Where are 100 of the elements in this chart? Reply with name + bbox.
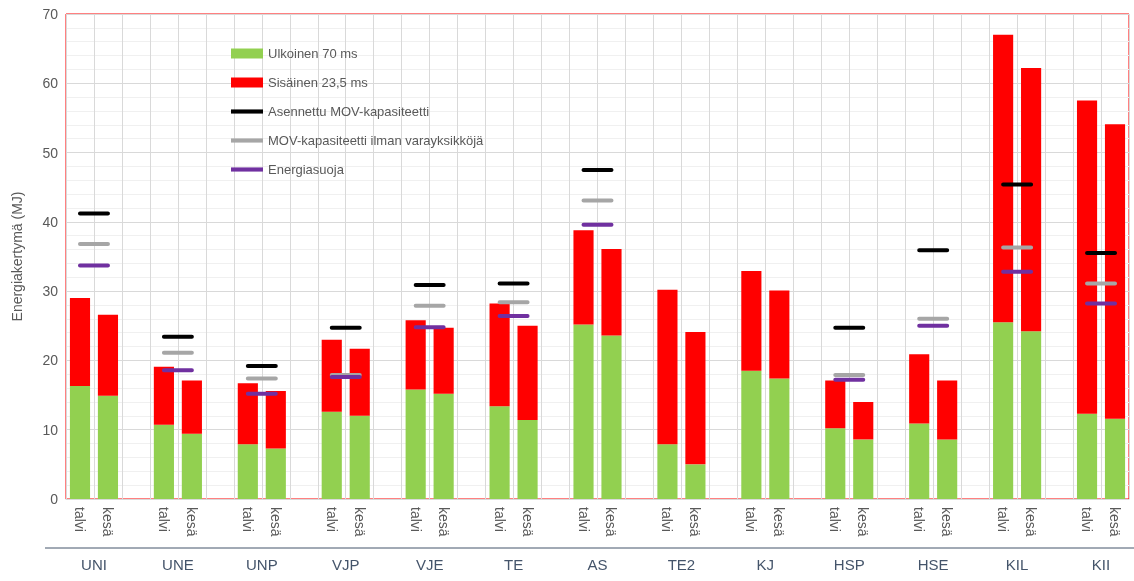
y-tick-label: 60 (42, 75, 59, 92)
bar (489, 303, 510, 407)
x-tick-label: kesä (1107, 507, 1124, 537)
bar (853, 439, 874, 499)
x-tick-label: talvi (323, 507, 340, 532)
bar (153, 424, 174, 499)
x-tick-label: talvi (575, 507, 592, 532)
bar (1104, 124, 1126, 419)
bar (909, 423, 930, 499)
y-tick-label: 30 (42, 283, 59, 300)
bar (321, 339, 342, 412)
bar (97, 395, 119, 499)
text: KII (1091, 555, 1111, 573)
text: HSP (833, 555, 865, 573)
bar (769, 378, 790, 499)
bar (993, 322, 1014, 499)
text: KJ (756, 555, 775, 573)
bar (937, 380, 958, 440)
y-tick-label: 40 (42, 213, 59, 230)
x-tick-label: talvi (491, 507, 508, 532)
text: VJP (331, 555, 360, 573)
legend-label: MOV-kapasiteetti ilman varayksikköjä (268, 133, 485, 148)
bar (349, 348, 370, 416)
bar (573, 324, 594, 499)
bar (685, 332, 706, 465)
bar (937, 439, 958, 499)
bar (433, 393, 454, 499)
x-tick-label: kesä (183, 507, 200, 537)
x-tick-label: kesä (687, 507, 704, 537)
bar (1076, 100, 1098, 414)
bar (909, 354, 930, 424)
bar (405, 320, 426, 390)
bar (825, 380, 846, 429)
bar (349, 415, 370, 499)
text: AS (587, 555, 608, 573)
bar (601, 248, 622, 336)
text: TE (503, 555, 524, 573)
bar (993, 34, 1014, 323)
x-tick-label: kesä (1023, 507, 1040, 537)
bar (237, 444, 258, 499)
x-tick-label: kesä (99, 507, 116, 537)
x-tick-label: kesä (855, 507, 872, 537)
bar (825, 428, 846, 499)
bar (741, 271, 762, 371)
x-tick-label: talvi (827, 507, 844, 532)
x-tick-label: kesä (435, 507, 452, 537)
bar (405, 389, 426, 499)
y-tick-label: 50 (42, 144, 59, 161)
y-axis-title: Energiakertymä (MJ) (9, 191, 25, 322)
bar (489, 406, 510, 499)
bar (1021, 331, 1042, 499)
bar (265, 390, 286, 449)
x-tick-label: talvi (239, 507, 256, 532)
text: UNE (162, 555, 194, 573)
bar (769, 290, 790, 379)
legend-label: Asennettu MOV-kapasiteetti (268, 104, 430, 119)
x-tick-label: kesä (771, 507, 788, 537)
bar (181, 433, 202, 499)
bar (601, 335, 622, 499)
bar (517, 325, 538, 421)
bar (1021, 68, 1042, 332)
legend-label: Sisäinen 23,5 ms (268, 75, 369, 90)
x-tick-label: kesä (603, 507, 620, 537)
x-tick-label: talvi (911, 507, 928, 532)
bar (685, 464, 706, 499)
text: TE2 (667, 555, 696, 573)
bar (853, 402, 874, 440)
x-tick-label: talvi (71, 507, 88, 532)
bar (433, 327, 454, 394)
bar (97, 314, 119, 396)
x-tick-label: kesä (351, 507, 368, 537)
y-tick-label: 70 (42, 6, 59, 22)
bar (657, 289, 678, 445)
x-tick-label: talvi (407, 507, 424, 532)
text: VJE (415, 555, 444, 573)
legend-label: Energiasuoja (268, 162, 345, 177)
bar (181, 380, 202, 434)
bar (1076, 413, 1098, 499)
bar (573, 230, 594, 325)
bar (321, 411, 342, 499)
text: UNP (245, 555, 278, 573)
x-tick-label: talvi (995, 507, 1012, 532)
x-tick-label: talvi (659, 507, 676, 532)
y-tick-label: 10 (42, 421, 59, 438)
x-tick-label: kesä (519, 507, 536, 537)
bar (69, 298, 91, 387)
text: KIL (1005, 555, 1029, 573)
bar (1104, 418, 1126, 499)
x-tick-label: kesä (939, 507, 956, 537)
bar (69, 386, 91, 499)
bar (657, 444, 678, 499)
bar (741, 370, 762, 499)
legend-label: Ulkoinen 70 ms (268, 46, 359, 61)
bar (265, 448, 286, 499)
bar (517, 420, 538, 499)
x-tick-label: talvi (1079, 507, 1096, 532)
y-tick-label: 0 (50, 491, 59, 507)
bar (237, 383, 258, 445)
x-tick-label: kesä (267, 507, 284, 537)
bar (153, 366, 174, 425)
